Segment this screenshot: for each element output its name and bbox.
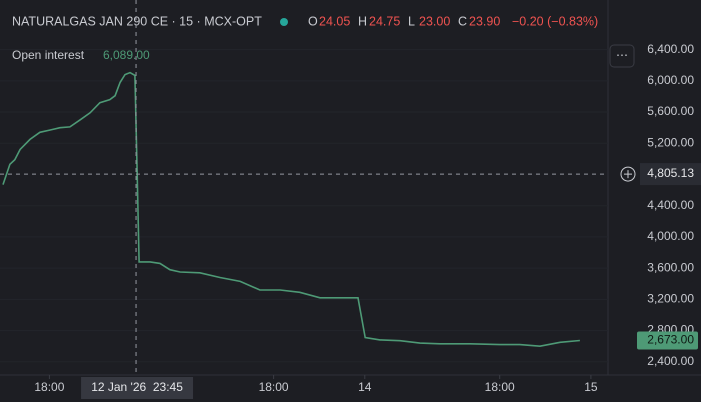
line	[2, 71, 580, 348]
ohlc-value: 24.75	[369, 14, 400, 28]
y-tick-label: 2,400.00	[647, 354, 694, 368]
crosshair-time-label: 12 Jan '26 23:45	[91, 380, 183, 394]
crosshair-price-box	[640, 163, 701, 186]
x-tick-label: 18:00	[34, 380, 64, 394]
symbol: NATURALGAS JAN 290 CE · 15 · MCX-OPT	[12, 14, 262, 28]
ohlc-key: C	[458, 14, 467, 28]
legend-value: 6,089.00	[103, 48, 150, 62]
x-tick-label: 15	[584, 380, 598, 394]
ohlc-key: H	[358, 14, 367, 28]
y-tick-label: 3,200.00	[647, 292, 694, 306]
add-alert-icon	[624, 170, 632, 179]
y-tick-label: 6,400.00	[647, 42, 694, 56]
ohlc-key: L	[408, 14, 415, 28]
crosshair-time-box	[81, 377, 194, 399]
menu-button[interactable]	[609, 44, 635, 68]
add-alert-button	[620, 166, 636, 182]
status-dot	[280, 18, 288, 26]
crosshair-price-label: 4,805.13	[647, 166, 694, 180]
menu-icon[interactable]: ⋯	[616, 48, 628, 62]
ohlc-value: 23.90	[469, 14, 500, 28]
y-tick-label: 4,400.00	[647, 198, 694, 212]
ohlc-key: O	[308, 14, 318, 28]
legend-name: Open interest	[12, 48, 85, 62]
x-tick-label: 18:00	[485, 380, 515, 394]
change: −0.20 (−0.83%)	[512, 14, 598, 28]
y-tick-label: 5,200.00	[647, 135, 694, 149]
ohlc-value: 23.00	[419, 14, 450, 28]
y-tick-label: 6,000.00	[647, 73, 694, 87]
y-tick-label: 5,600.00	[647, 104, 694, 118]
last-price-box	[637, 331, 698, 350]
y-tick-label: 4,000.00	[647, 229, 694, 243]
last-price-label: 2,673.00	[647, 333, 694, 347]
x-tick-label: 14	[358, 380, 372, 394]
ohlc-value: 24.05	[319, 14, 350, 28]
y-tick-label: 3,600.00	[647, 260, 694, 274]
x-tick-label: 18:00	[259, 380, 289, 394]
